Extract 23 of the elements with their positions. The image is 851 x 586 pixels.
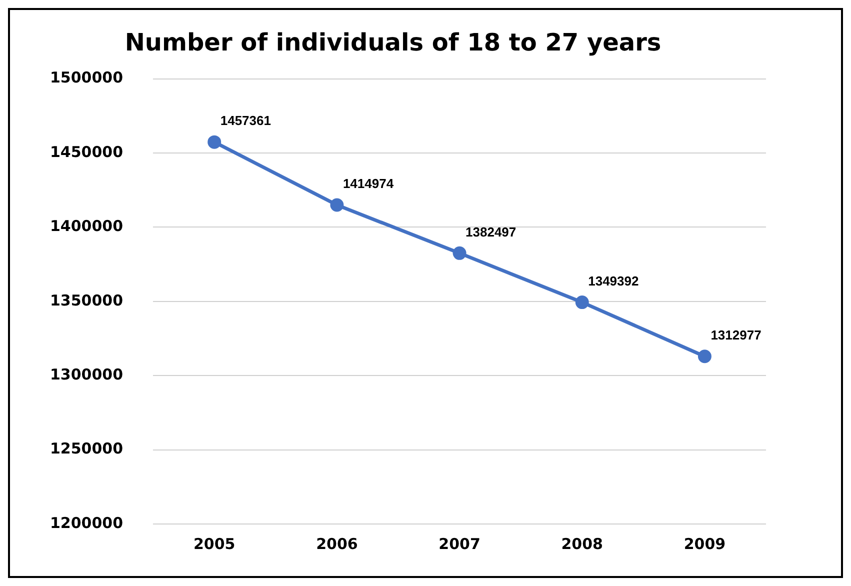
x-tick-label: 2006 <box>316 534 358 553</box>
x-tick-label: 2009 <box>684 534 726 553</box>
data-label: 1312977 <box>710 327 762 342</box>
x-tick-label: 2007 <box>438 534 480 553</box>
data-label: 1349392 <box>588 273 639 288</box>
point <box>208 135 222 149</box>
data-label: 1382497 <box>466 224 516 240</box>
y-tick-label: 1200000 <box>50 514 124 532</box>
data-label: 1457361 <box>220 113 271 128</box>
y-tick-label: 1350000 <box>50 291 124 310</box>
y-tick-label: 1250000 <box>50 440 124 458</box>
y-tick-label: 1300000 <box>50 365 124 384</box>
y-tick-label: 1500000 <box>50 68 124 87</box>
data-label: 1414974 <box>342 176 394 192</box>
y-tick-label: 1450000 <box>50 142 124 161</box>
point <box>452 246 466 260</box>
x-tick-label: 2005 <box>193 534 236 553</box>
point <box>575 296 589 310</box>
point <box>330 198 344 212</box>
chart-title: Number of individuals of 18 to 27 years <box>124 28 662 57</box>
x-tick-label: 2008 <box>561 534 603 553</box>
y-tick-label: 1400000 <box>50 217 124 236</box>
point <box>698 350 712 364</box>
